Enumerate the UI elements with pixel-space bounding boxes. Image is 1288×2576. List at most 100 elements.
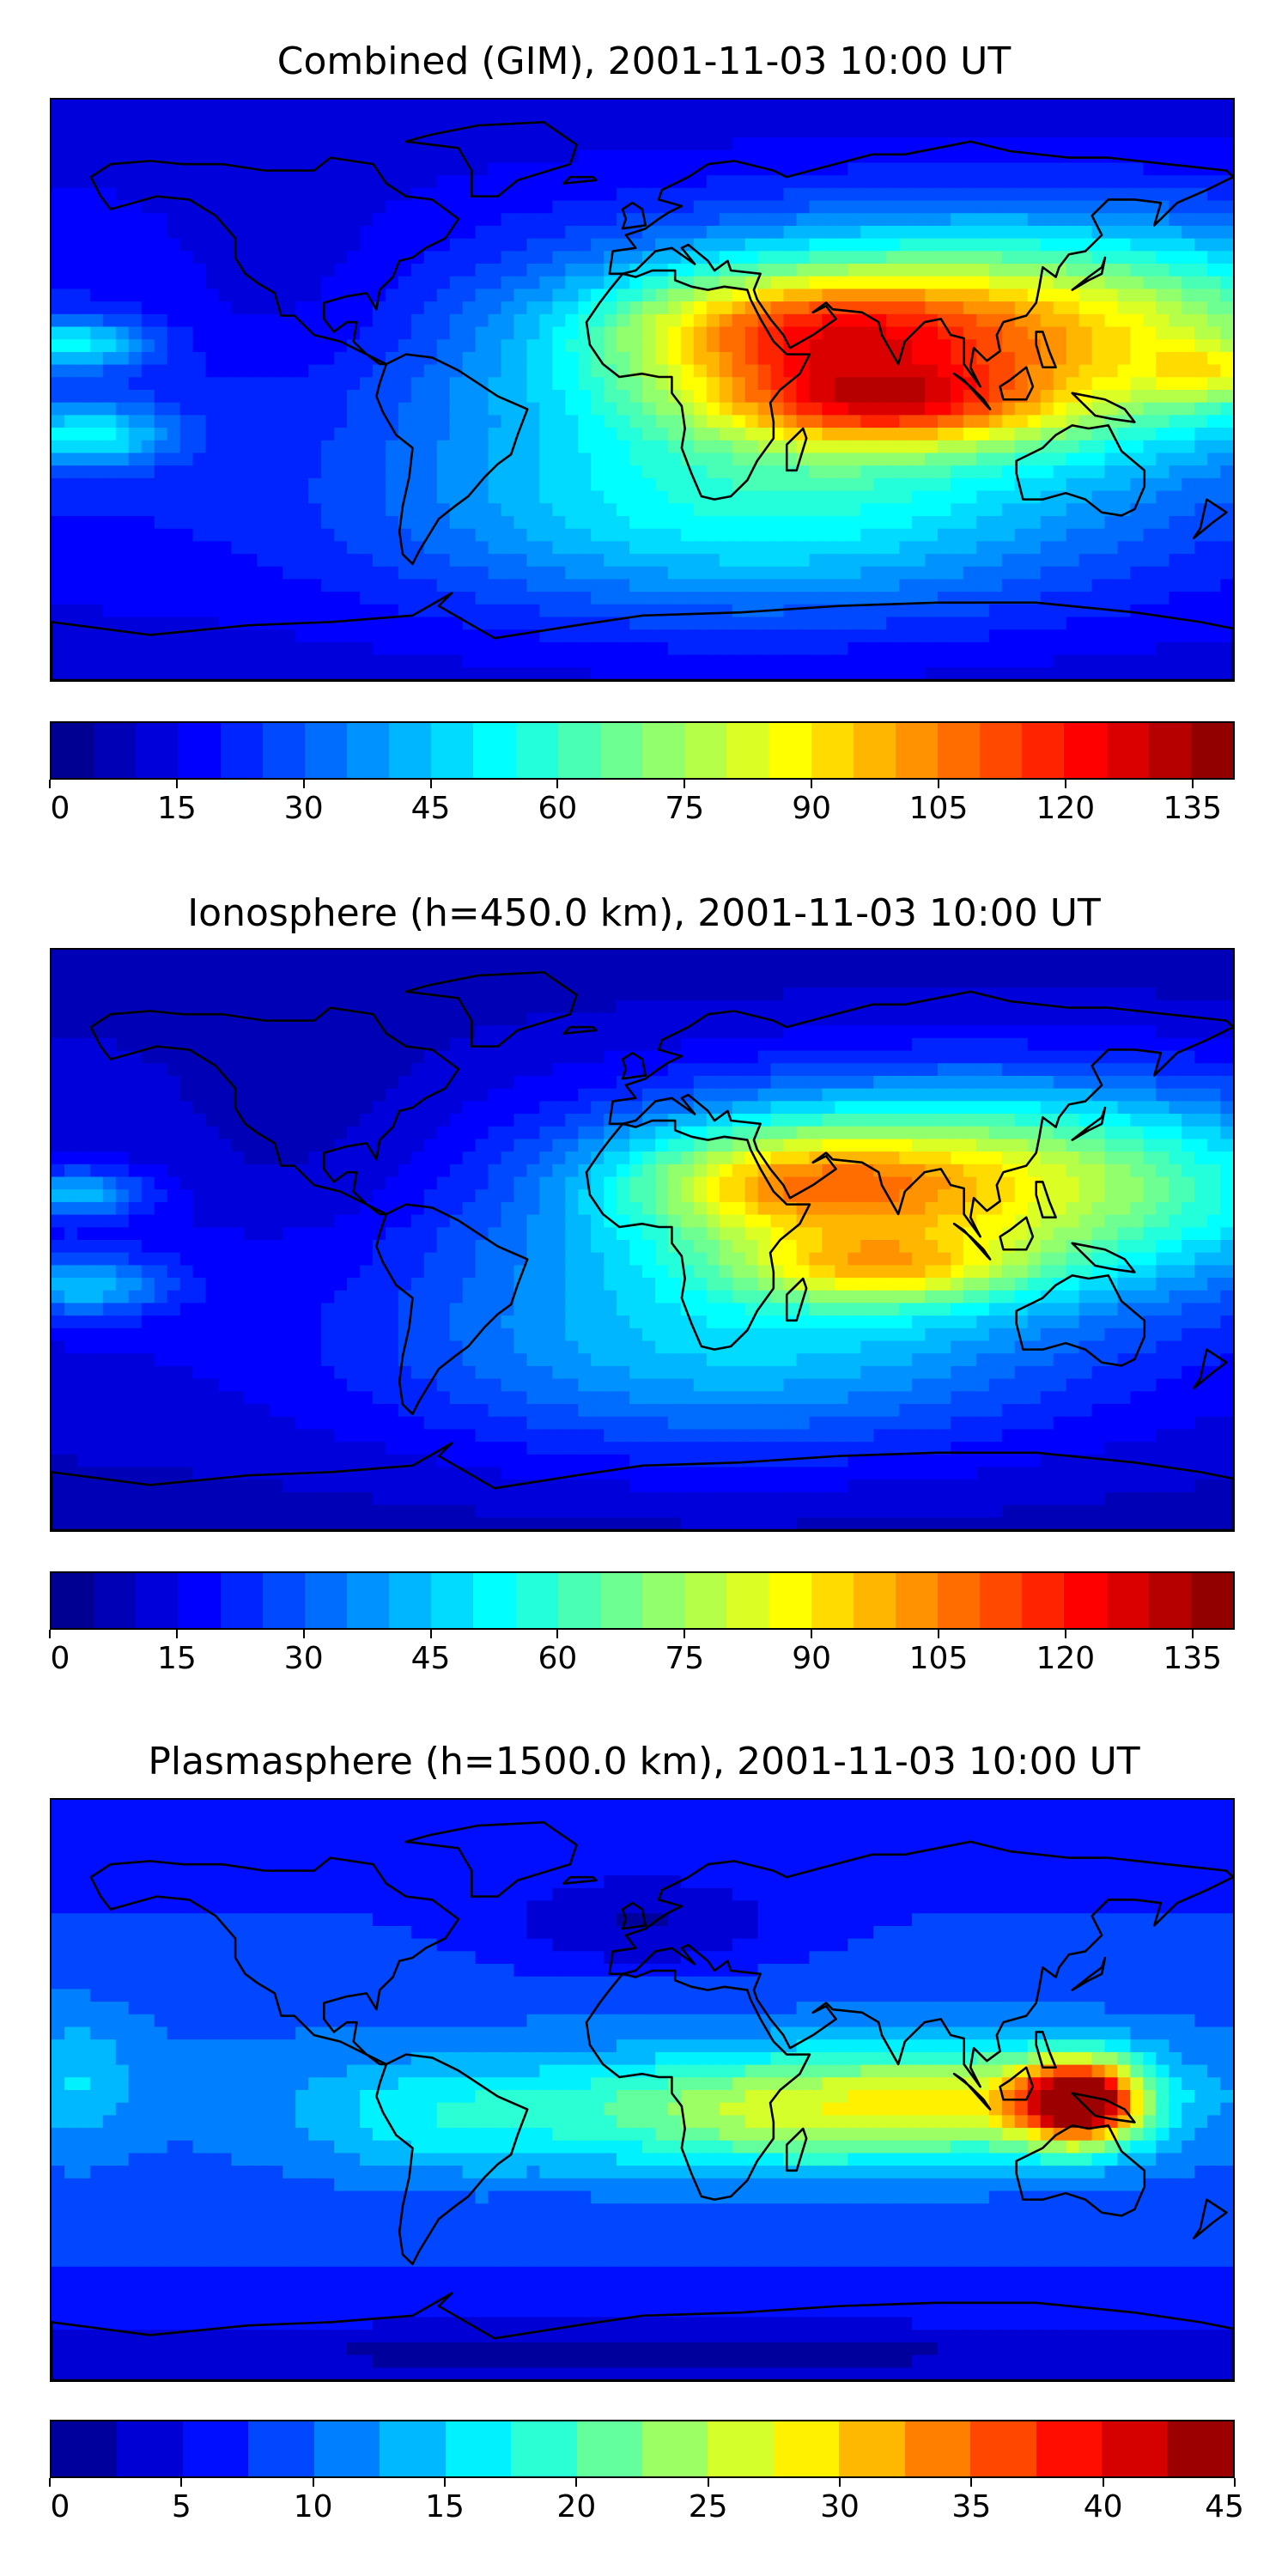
tec-cell: [1040, 137, 1054, 151]
tec-cell: [244, 541, 258, 555]
tec-cell: [604, 629, 617, 643]
tec-cell: [848, 187, 861, 202]
tec-cell: [359, 402, 374, 416]
tec-cell: [1027, 950, 1042, 963]
tec-cell: [347, 987, 361, 1001]
tec-cell: [835, 465, 848, 479]
tec-cell: [283, 137, 296, 151]
tec-cell: [52, 112, 65, 125]
tec-cell: [873, 301, 887, 315]
tec-cell: [706, 1012, 720, 1026]
tec-cell: [488, 604, 502, 618]
tec-cell: [488, 641, 502, 656]
tec-cell: [1091, 276, 1106, 290]
tec-cell: [783, 402, 798, 416]
tec-cell: [141, 276, 155, 290]
tec-cell: [783, 264, 798, 277]
tec-cell: [680, 554, 695, 568]
tec-cell: [218, 364, 232, 378]
tec-cell: [975, 490, 990, 504]
tec-cell: [423, 313, 438, 328]
tec-cell: [205, 301, 220, 315]
tec-cell: [475, 667, 489, 680]
tec-cell: [886, 975, 900, 988]
tec-cell: [102, 313, 117, 328]
tec-cell: [1014, 339, 1029, 353]
tec-cell: [539, 402, 553, 416]
tec-cell: [501, 125, 515, 138]
tec-cell: [308, 999, 322, 1014]
tec-cell: [167, 276, 181, 290]
tec-cell: [629, 390, 643, 404]
tec-cell: [462, 364, 477, 378]
tec-cell: [1194, 402, 1208, 416]
tec-cell: [1027, 629, 1042, 643]
tec-cell: [141, 301, 155, 315]
tec-cell: [513, 125, 527, 138]
tec-cell: [1117, 950, 1131, 963]
tec-cell: [642, 641, 656, 656]
tec-cell: [744, 402, 759, 416]
tec-cell: [218, 654, 232, 668]
tec-cell: [591, 579, 605, 592]
tec-cell: [359, 999, 374, 1014]
tec-cell: [706, 515, 720, 530]
tec-cell: [1053, 200, 1067, 214]
tec-cell: [899, 617, 913, 630]
tec-cell: [488, 667, 502, 680]
tec-cell: [744, 313, 759, 328]
tec-cell: [102, 962, 117, 975]
tec-cell: [912, 515, 926, 530]
tec-cell: [321, 187, 335, 202]
tec-cell: [192, 667, 207, 680]
tec-cell: [218, 112, 232, 125]
tec-cell: [154, 503, 168, 517]
tec-cell: [988, 477, 1003, 492]
tec-cell: [642, 301, 656, 315]
tec-cell: [552, 264, 566, 277]
tec-cell: [308, 1037, 322, 1052]
tec-cell: [1053, 301, 1067, 315]
tec-cell: [1143, 654, 1157, 668]
tec-cell: [938, 377, 951, 391]
tec-cell: [604, 465, 617, 479]
tec-cell: [667, 629, 682, 643]
tec-cell: [629, 604, 643, 618]
tec-cell: [744, 566, 759, 580]
tec-cell: [52, 440, 65, 454]
tec-cell: [1156, 515, 1170, 530]
tec-cell: [629, 213, 643, 227]
tec-cell: [886, 390, 900, 404]
tec-cell: [1117, 238, 1131, 252]
tec-cell: [1117, 1012, 1131, 1026]
tec-cell: [1014, 554, 1029, 568]
tec-cell: [89, 962, 104, 975]
tec-cell: [1156, 238, 1170, 252]
tec-cell: [398, 301, 412, 315]
tec-cell: [1066, 654, 1080, 668]
tec-cell: [295, 175, 309, 189]
tec-cell: [744, 987, 759, 1001]
tec-cell: [436, 264, 451, 277]
tec-cell: [385, 225, 399, 240]
tec-cell: [975, 339, 990, 353]
tec-cell: [1156, 962, 1170, 975]
tec-cell: [1104, 1025, 1118, 1039]
tec-cell: [102, 289, 117, 302]
tec-cell: [1156, 541, 1170, 555]
tec-cell: [321, 453, 335, 466]
tec-cell: [822, 592, 835, 605]
tec-cell: [501, 604, 515, 618]
tec-cell: [372, 667, 386, 680]
tec-cell: [667, 962, 682, 975]
tec-cell: [257, 390, 270, 404]
tec-cell: [1027, 1012, 1042, 1026]
tec-cell: [654, 276, 669, 290]
tec-cell: [1143, 566, 1157, 580]
tec-cell: [873, 137, 887, 151]
tec-cell: [1027, 112, 1042, 125]
tec-cell: [475, 289, 489, 302]
tec-cell: [732, 326, 746, 340]
tec-cell: [488, 975, 502, 988]
tec-cell: [257, 225, 270, 240]
